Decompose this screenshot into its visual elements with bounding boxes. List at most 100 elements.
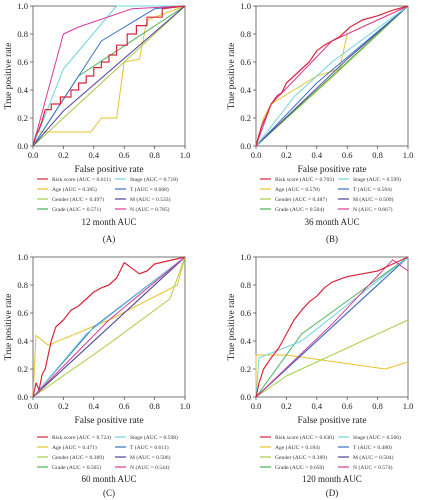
y-tick-label: 0.2 — [240, 113, 251, 123]
roc-line-risk-score — [32, 5, 186, 147]
legend-entry: M (AUC = 0.506) — [130, 454, 171, 461]
x-tick-label: 0.0 — [28, 401, 39, 411]
legend-entry: Grade (AUC = 0.504) — [275, 206, 324, 213]
y-tick-label: 0.0 — [240, 392, 251, 402]
x-tick-label: 0.6 — [342, 150, 353, 160]
legend-entry: Stage (AUC = 0.566) — [353, 434, 401, 441]
panel-title: 60 month AUC — [81, 474, 136, 484]
roc-line-m — [32, 5, 186, 147]
legend-entry: Stage (AUC = 0.599) — [353, 176, 401, 183]
y-tick-label: 0.4 — [240, 336, 251, 346]
roc-line-gender — [32, 256, 186, 398]
x-tick-label: 0.4 — [88, 150, 99, 160]
legend: Risk score (AUC = 0.724) Stage (AUC = 0.5… — [37, 434, 178, 471]
legend-entry: Grade (AUC = 0.650) — [275, 464, 324, 471]
roc-line-grade — [255, 256, 409, 398]
x-tick-label: 1.0 — [403, 401, 414, 411]
legend-entry: Stage (AUC = 0.718) — [130, 176, 178, 183]
panel-letter: (B) — [326, 234, 338, 244]
roc-line-m — [32, 256, 186, 398]
plot-frame — [255, 5, 409, 147]
x-tick-label: 0.8 — [149, 401, 160, 411]
legend-entry: Risk score (AUC = 0.724) — [52, 434, 111, 441]
plot-frame — [32, 5, 186, 147]
x-tick-label: 0.6 — [119, 150, 130, 160]
plot-frame — [32, 256, 186, 398]
y-tick-label: 0.4 — [17, 85, 28, 95]
legend-entry: Gender (AUC = 0.389) — [275, 454, 327, 461]
x-tick-label: 0.0 — [251, 401, 262, 411]
legend-entry: Age (AUC = 0.385) — [52, 186, 97, 193]
y-tick-label: 0.6 — [17, 308, 28, 318]
legend-entry: T (AUC = 0.564) — [353, 186, 392, 193]
x-tick-label: 0.6 — [342, 401, 353, 411]
roc-line-n — [255, 5, 409, 147]
x-tick-label: 1.0 — [180, 401, 191, 411]
panel-a: 0.00.0 0.2 0.2 0.4 0.4 0.6 0.6 0.8 0.8 1.0 1.0 Fals… — [4, 1, 190, 244]
y-tick-label: 0.4 — [17, 336, 28, 346]
legend-entry: Risk score (AUC = 0.703) — [275, 176, 334, 183]
roc-line-age — [32, 256, 186, 398]
y-tick-label: 0.4 — [240, 85, 251, 95]
legend-entry: T (AUC = 0.480) — [353, 444, 392, 451]
legend-entry: Gender (AUC = 0.497) — [52, 196, 104, 203]
panel-letter: (A) — [103, 234, 116, 244]
x-axis-label: False positive rate — [297, 416, 366, 426]
y-axis-label: True positive rate — [4, 294, 14, 361]
x-axis-label: False positive rate — [74, 416, 143, 426]
y-tick-label: 0.0 — [17, 141, 28, 151]
roc-line-stage — [255, 5, 409, 147]
roc-line-stage — [255, 256, 409, 398]
x-tick-label: 0.2 — [58, 150, 69, 160]
y-tick-label: 0.8 — [17, 280, 28, 290]
legend-entry: M (AUC = 0.509) — [353, 196, 394, 203]
roc-line-risk-score — [32, 256, 186, 398]
legend-entry: Gender (AUC = 0.389) — [52, 454, 104, 461]
panel-title: 36 month AUC — [304, 217, 359, 227]
legend-entry: Age (AUC = 0.471) — [52, 444, 97, 451]
legend-entry: Grade (AUC = 0.571) — [52, 206, 101, 213]
x-tick-label: 0.4 — [88, 401, 99, 411]
y-tick-label: 0.8 — [240, 280, 251, 290]
x-tick-label: 0.4 — [311, 401, 322, 411]
legend-entry: Age (AUC = 0.578) — [275, 186, 320, 193]
panel-b: 0.00.0 0.2 0.2 0.4 0.4 0.6 0.6 0.8 0.8 1.0 1.0 Fals… — [227, 1, 413, 244]
legend-entry: M (AUC = 0.533) — [130, 196, 171, 203]
legend: Risk score (AUC = 0.630) Stage (AUC = 0.5… — [260, 434, 401, 471]
x-tick-label: 0.0 — [28, 150, 39, 160]
y-tick-label: 0.2 — [17, 364, 28, 374]
y-tick-label: 0.2 — [17, 113, 28, 123]
panel-c: 0.00.0 0.2 0.2 0.4 0.4 0.6 0.6 0.8 0.8 1.0 1.0 Fals… — [4, 252, 190, 498]
x-tick-label: 0.2 — [281, 401, 292, 411]
y-axis-label: True positive rate — [227, 43, 237, 110]
y-tick-label: 0.8 — [240, 29, 251, 39]
y-tick-label: 0.6 — [240, 57, 251, 67]
legend-entry: N (AUC = 0.574) — [353, 464, 393, 471]
legend-entry: T (AUC = 0.611) — [130, 444, 169, 451]
y-tick-label: 0.8 — [17, 29, 28, 39]
roc-line-n — [255, 259, 409, 398]
x-tick-label: 0.0 — [251, 150, 262, 160]
panel-letter: (C) — [103, 488, 115, 498]
panel-title: 12 month AUC — [81, 217, 136, 227]
legend-entry: N (AUC = 0.785) — [130, 206, 170, 213]
roc-line-risk-score — [255, 256, 409, 398]
y-tick-label: 0.2 — [240, 364, 251, 374]
plot-frame — [255, 256, 409, 398]
legend-entry: Age (AUC = 0.184) — [275, 444, 320, 451]
y-axis-label: True positive rate — [4, 43, 14, 110]
y-tick-label: 1.0 — [240, 1, 251, 11]
roc-line-grade — [255, 5, 409, 147]
x-tick-label: 1.0 — [403, 150, 414, 160]
y-tick-label: 0.6 — [240, 308, 251, 318]
x-tick-label: 0.4 — [311, 150, 322, 160]
roc-line-stage — [32, 256, 186, 398]
panel-letter: (D) — [326, 488, 339, 498]
roc-line-t — [255, 256, 409, 398]
x-tick-label: 0.6 — [119, 401, 130, 411]
y-axis-label: True positive rate — [227, 294, 237, 361]
y-tick-label: 0.0 — [17, 392, 28, 402]
legend-entry: Grade (AUC = 0.505) — [52, 464, 101, 471]
roc-line-t — [255, 5, 409, 147]
